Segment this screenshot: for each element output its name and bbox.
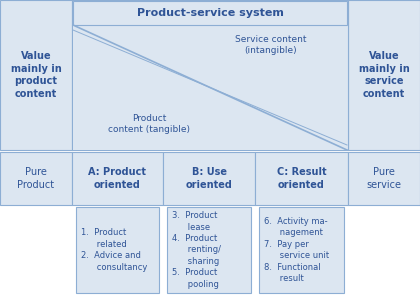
- Text: 1.  Product
      related
2.  Advice and
      consultancy: 1. Product related 2. Advice and consult…: [81, 228, 147, 272]
- Bar: [348, 152, 420, 205]
- Text: B: Use
oriented: B: Use oriented: [186, 167, 232, 190]
- Bar: [76, 207, 159, 293]
- Text: Product-service system: Product-service system: [136, 8, 284, 18]
- Bar: [73, 1, 347, 25]
- Text: Service content
(intangible): Service content (intangible): [235, 35, 307, 55]
- Bar: [167, 207, 251, 293]
- Polygon shape: [73, 25, 347, 150]
- Bar: [72, 0, 348, 150]
- Text: C: Result
oriented: C: Result oriented: [277, 167, 326, 190]
- Text: Pure
Product: Pure Product: [18, 167, 55, 190]
- Text: A: Product
oriented: A: Product oriented: [89, 167, 147, 190]
- Text: Pure
service: Pure service: [367, 167, 402, 190]
- Bar: [348, 0, 420, 150]
- Bar: [0, 0, 72, 150]
- Bar: [259, 207, 344, 293]
- Bar: [255, 152, 348, 205]
- Bar: [163, 152, 255, 205]
- Text: 6.  Activity ma-
      nagement
7.  Pay per
      service unit
8.  Functional
  : 6. Activity ma- nagement 7. Pay per serv…: [264, 217, 329, 283]
- Text: Value
mainly in
service
content: Value mainly in service content: [359, 51, 410, 99]
- Text: 3.  Product
      lease
4.  Product
      renting/
      sharing
5.  Product
   : 3. Product lease 4. Product renting/ sha…: [172, 211, 221, 289]
- Bar: [0, 152, 72, 205]
- Bar: [72, 152, 163, 205]
- Text: Product
content (tangible): Product content (tangible): [108, 114, 190, 134]
- Text: Value
mainly in
product
content: Value mainly in product content: [10, 51, 61, 99]
